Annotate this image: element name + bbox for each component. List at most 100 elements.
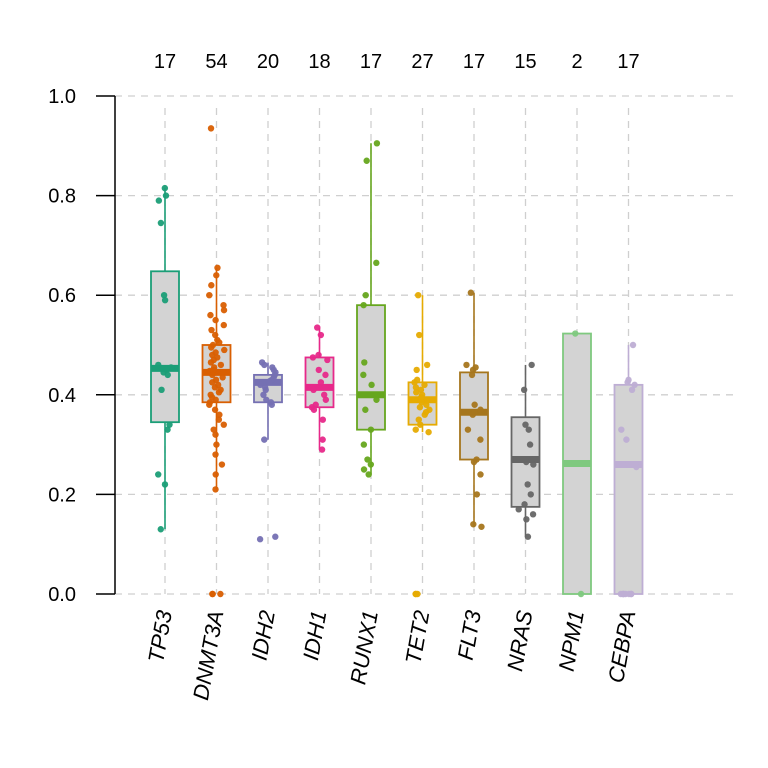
box-runx1: [356, 140, 386, 478]
data-point: [207, 311, 214, 319]
data-point: [324, 356, 331, 364]
data-point: [520, 386, 528, 394]
data-point: [528, 361, 535, 369]
data-point: [467, 289, 475, 296]
count-label: 17: [154, 51, 176, 73]
data-point: [220, 321, 227, 329]
data-point: [315, 384, 323, 391]
data-point: [624, 379, 631, 386]
data-point: [211, 406, 219, 413]
data-point: [417, 394, 425, 401]
box-idh1: [304, 324, 335, 453]
data-point: [260, 391, 267, 398]
data-point: [631, 381, 638, 389]
data-point: [414, 292, 422, 299]
data-point: [623, 436, 630, 443]
data-point: [365, 471, 372, 478]
data-point: [463, 361, 470, 369]
count-label: 54: [205, 51, 227, 73]
data-point: [423, 401, 430, 408]
data-point: [272, 533, 279, 540]
data-point: [208, 326, 215, 334]
data-point: [208, 344, 215, 351]
data-point: [220, 421, 227, 428]
box-cebpa: [613, 341, 644, 598]
box-dnmt3a: [201, 125, 232, 598]
y-tick-label: 0.2: [48, 484, 76, 506]
data-point: [164, 426, 171, 433]
data-point: [577, 590, 585, 598]
data-point: [421, 411, 428, 418]
box-idh2: [253, 359, 283, 543]
data-point: [155, 471, 162, 478]
data-point: [155, 197, 163, 204]
y-tick-label: 1.0: [48, 86, 76, 108]
data-point: [629, 341, 637, 349]
count-label: 20: [257, 51, 279, 73]
y-axis: 0.0 0.2 0.4 0.6 0.8 1.0: [48, 86, 116, 606]
data-point: [477, 471, 484, 478]
data-point: [211, 384, 219, 391]
data-point: [469, 366, 477, 374]
data-point: [373, 259, 380, 267]
data-point: [217, 590, 224, 598]
data-point: [319, 416, 327, 423]
count-label: 17: [617, 51, 639, 73]
data-point: [161, 481, 169, 488]
data-point: [215, 389, 223, 396]
data-point: [413, 366, 420, 374]
box-flt3: [459, 289, 489, 530]
data-point: [263, 396, 270, 403]
data-point: [411, 396, 418, 403]
data-point: [318, 446, 326, 453]
data-point: [622, 590, 629, 598]
data-point: [310, 406, 318, 413]
box-nras: [510, 361, 541, 540]
data-point: [624, 461, 632, 468]
data-point: [469, 411, 476, 418]
data-point: [215, 416, 223, 423]
x-tick-label: TET2: [400, 609, 434, 666]
data-point: [209, 590, 216, 598]
data-point: [218, 461, 226, 468]
data-point: [209, 379, 216, 386]
data-point: [217, 361, 225, 369]
data-point: [633, 463, 640, 471]
box-series: [150, 125, 644, 598]
y-tick-label: 0.4: [48, 385, 76, 407]
data-point: [268, 401, 275, 408]
box-tp53: [150, 184, 180, 533]
data-point: [212, 431, 219, 438]
x-tick-label: IDH1: [298, 609, 331, 663]
data-point: [315, 351, 322, 359]
data-point: [617, 590, 625, 598]
data-point: [210, 426, 217, 433]
data-point: [161, 296, 169, 304]
data-point: [315, 366, 323, 374]
data-point: [206, 292, 213, 299]
data-point: [464, 426, 472, 433]
count-label: 18: [308, 51, 330, 73]
data-point: [525, 426, 532, 433]
x-tick-label: FLT3: [453, 608, 486, 662]
data-point: [415, 416, 422, 423]
data-point: [524, 481, 531, 488]
data-point: [206, 401, 213, 408]
data-point: [157, 526, 164, 533]
x-tick-label: DNMT3A: [188, 609, 228, 702]
data-point: [412, 384, 420, 391]
data-point: [164, 371, 171, 379]
x-axis-labels: TP53 DNMT3A IDH2 IDH1 RUNX1 TET2 FLT3 NRAS NPM1 C…: [143, 608, 640, 702]
data-point: [212, 316, 219, 324]
data-point: [515, 506, 522, 513]
data-point: [261, 436, 268, 443]
data-point: [166, 421, 173, 428]
x-tick-label: TP53: [143, 608, 177, 665]
count-label: 15: [514, 51, 536, 73]
data-point: [628, 386, 636, 394]
data-point: [212, 396, 219, 403]
data-point: [416, 331, 423, 339]
data-point: [220, 306, 228, 314]
data-point: [411, 379, 418, 386]
data-point: [528, 456, 536, 463]
